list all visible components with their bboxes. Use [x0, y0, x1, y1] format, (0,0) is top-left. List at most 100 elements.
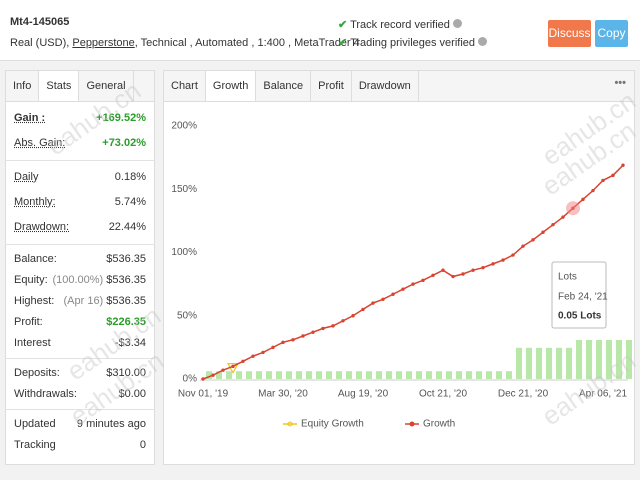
lots-bar [606, 340, 612, 379]
tooltip-title: Lots [558, 272, 577, 283]
stat-label: Updated [14, 418, 56, 430]
lots-bar [516, 347, 522, 379]
x-tick-label: Mar 30, '20 [258, 389, 308, 400]
point [281, 340, 285, 345]
stats-group: Daily 0.18% Monthly: 5.74% Drawdown: 22.44% [6, 161, 154, 245]
discuss-button[interactable]: Discuss [548, 20, 591, 47]
stat-value: +169.52% [96, 112, 146, 124]
stat-note: (100.00%) [52, 274, 104, 286]
stat-row: Highest: (Apr 16) $536.35 [14, 291, 146, 312]
stats-tabs: Info Stats General [6, 71, 154, 102]
tab[interactable]: Drawdown [352, 71, 419, 101]
stat-label: Deposits: [14, 367, 60, 379]
lots-bar [346, 371, 352, 379]
lots-bar [436, 371, 442, 379]
detail: , Technical , Automated , 1:400 , MetaTr… [134, 37, 360, 49]
lots-bar [596, 340, 602, 379]
stat-value-wrap: (100.00%) $536.35 [52, 270, 146, 291]
point [301, 334, 305, 338]
x-tick-label: Aug 19, '20 [338, 389, 389, 400]
broker-link[interactable]: Pepperstone [72, 37, 135, 49]
lots-bar [316, 371, 322, 379]
point [451, 274, 455, 279]
tab[interactable]: Info [6, 71, 40, 101]
stat-value: $0.00 [118, 388, 146, 400]
lots-bar [416, 371, 422, 379]
stat-value-wrap: -$3.34 [115, 333, 146, 354]
stat-value-wrap: 22.44% [109, 215, 146, 240]
lots-bar [376, 371, 382, 379]
point [351, 314, 355, 318]
point [421, 278, 425, 283]
lots-bar [546, 347, 552, 379]
stat-value: $536.35 [106, 295, 146, 307]
stat-value: -$3.34 [114, 337, 146, 349]
stat-value: 0 [139, 439, 146, 451]
point [611, 173, 615, 178]
stat-value-wrap: 9 minutes ago [77, 414, 146, 435]
lots-bar [206, 371, 212, 379]
tab[interactable]: Stats [39, 71, 80, 101]
stat-row: Equity: (100.00%) $536.35 [14, 270, 146, 291]
stat-value-wrap: 5.74% [115, 190, 146, 215]
lots-bar [256, 371, 262, 379]
tab[interactable]: Growth [205, 71, 257, 101]
lots-bar [486, 371, 492, 379]
stat-label: Tracking [14, 439, 56, 451]
y-tick-label: 200% [171, 121, 197, 132]
point [541, 230, 545, 234]
lots-bar [216, 371, 222, 379]
tab[interactable]: General [79, 71, 134, 101]
tab[interactable]: Chart [164, 71, 206, 101]
y-tick-label: 50% [177, 310, 197, 321]
lots-bar [396, 371, 402, 379]
lots-bar [626, 340, 632, 379]
stat-row: Deposits: $310.00 [14, 363, 146, 384]
lots-bar [246, 371, 252, 379]
point [491, 262, 495, 266]
lots-bar [506, 371, 512, 379]
stat-value-wrap: $310.00 [106, 363, 146, 384]
lots-bar [326, 371, 332, 379]
legend-label: Equity Growth [301, 419, 364, 430]
copy-button[interactable]: Copy [595, 20, 628, 47]
x-tick-label: Dec 21, '20 [498, 389, 549, 400]
lots-bar [496, 371, 502, 379]
account-details: Real (USD), Pepperstone, Technical , Aut… [10, 37, 360, 49]
stat-value: +73.02% [102, 137, 146, 149]
stat-value: $536.35 [106, 274, 146, 286]
badge-text: Track record verified [350, 19, 450, 31]
point [361, 307, 365, 312]
stat-value: $226.35 [106, 316, 146, 328]
legend-label: Growth [423, 419, 455, 430]
stat-row: Gain : +169.52% [14, 106, 146, 131]
lots-bar [286, 371, 292, 379]
point [591, 188, 595, 193]
stats-group: Deposits: $310.00 Withdrawals: $0.00 [6, 359, 154, 410]
stat-label: Monthly: [14, 196, 56, 208]
point [241, 359, 245, 363]
y-tick-label: 150% [171, 184, 197, 195]
lots-bar [576, 340, 582, 379]
tab[interactable]: Profit [311, 71, 352, 101]
lots-bar [446, 371, 452, 379]
lots-bar [306, 371, 312, 379]
stat-value: 22.44% [108, 221, 146, 233]
stat-value-wrap: $536.35 [106, 249, 146, 270]
x-tick-label: Oct 21, '20 [419, 389, 467, 400]
stat-label: Withdrawals: [14, 388, 77, 400]
point [441, 268, 445, 272]
stat-value-wrap: 0.18% [115, 165, 146, 190]
point [551, 222, 555, 227]
watermark: eahub.cn [41, 75, 146, 161]
point [431, 273, 435, 277]
menu-icon[interactable]: ••• [614, 77, 626, 89]
stat-value: $536.35 [106, 253, 146, 265]
tab[interactable]: Balance [256, 71, 312, 101]
lots-bar [466, 371, 472, 379]
stat-label: Daily [14, 171, 39, 183]
point [601, 178, 605, 183]
badge-text: Trading privileges verified [350, 37, 476, 49]
y-tick-label: 100% [171, 247, 197, 258]
chart-tabs: Chart Growth Balance Profit Drawdown [164, 71, 634, 102]
